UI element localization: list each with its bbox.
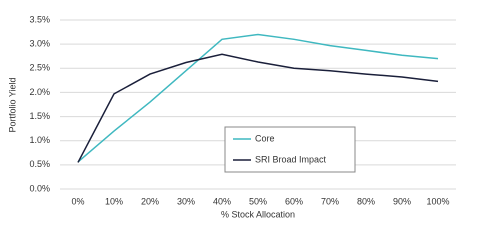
y-tick-label: 0.5% xyxy=(29,159,50,169)
y-tick-label: 1.5% xyxy=(29,111,50,121)
y-tick-label: 1.0% xyxy=(29,135,50,145)
y-tick-label: 2.0% xyxy=(29,87,50,97)
y-tick-label: 3.5% xyxy=(29,14,50,24)
x-tick-label: 80% xyxy=(357,196,375,206)
x-tick-label: 100% xyxy=(426,196,449,206)
x-tick-label: 60% xyxy=(285,196,303,206)
x-axis-label: % Stock Allocation xyxy=(221,209,295,219)
x-tick-label: 20% xyxy=(141,196,159,206)
x-tick-label: 70% xyxy=(321,196,339,206)
legend-label: Core xyxy=(255,133,275,143)
y-tick-label: 0.0% xyxy=(29,183,50,193)
x-tick-label: 0% xyxy=(71,196,84,206)
series-line xyxy=(77,53,439,163)
series-line xyxy=(77,33,439,163)
y-tick-label: 2.5% xyxy=(29,63,50,73)
chart: Portfolio Yield % Stock Allocation 0.0% 0… xyxy=(7,14,456,219)
x-tick-label: 90% xyxy=(393,196,411,206)
x-tick-label: 40% xyxy=(213,196,231,206)
x-tick-label: 30% xyxy=(177,196,195,206)
legend-box xyxy=(224,126,356,173)
y-axis-label: Portfolio Yield xyxy=(7,77,17,132)
x-tick-label: 10% xyxy=(105,196,123,206)
x-tick-label: 50% xyxy=(249,196,267,206)
legend-label: SRI Broad Impact xyxy=(255,154,327,164)
y-tick-label: 3.0% xyxy=(29,39,50,49)
